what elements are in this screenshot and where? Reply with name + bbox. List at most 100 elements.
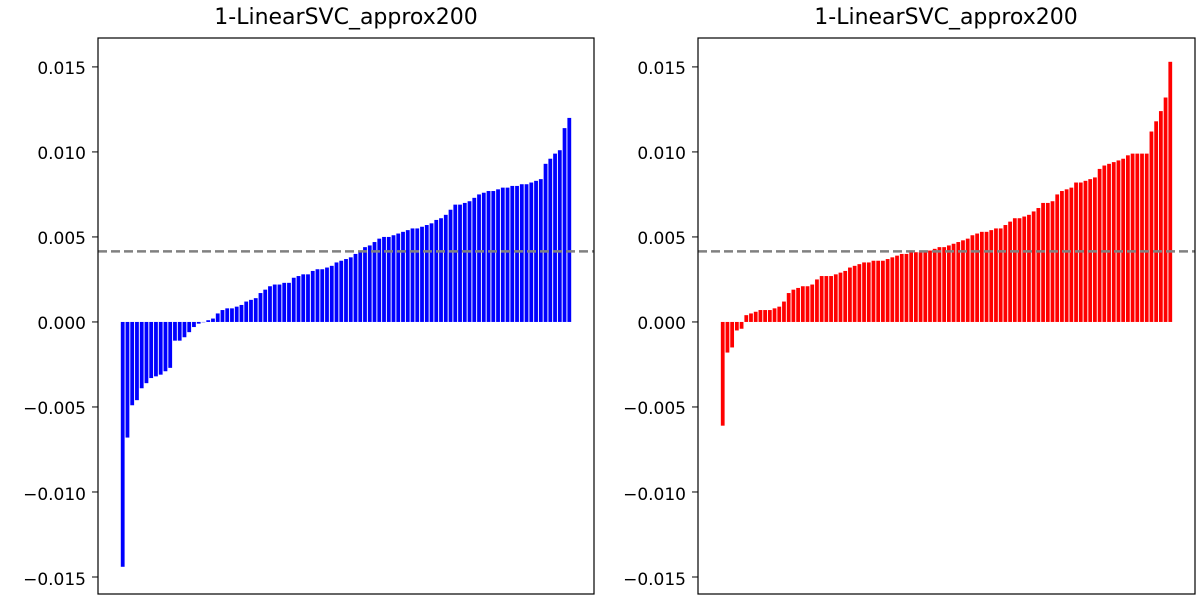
left-y-tick-label: 0.015 bbox=[37, 59, 86, 79]
left-bar bbox=[372, 242, 377, 322]
right-bar bbox=[1012, 218, 1017, 322]
right-bar bbox=[848, 267, 852, 322]
left-bar bbox=[382, 236, 386, 322]
left-bar bbox=[377, 238, 382, 322]
left-bar bbox=[177, 321, 182, 341]
right-bar bbox=[1069, 187, 1074, 322]
left-bar bbox=[467, 201, 472, 322]
right-bar bbox=[1041, 202, 1045, 322]
left-y-axis: −0.015 −0.010 −0.005 0.000 0.005 0.010 0… bbox=[23, 59, 86, 590]
right-bar bbox=[1045, 202, 1050, 322]
right-bar bbox=[918, 252, 923, 322]
left-bar bbox=[206, 320, 211, 322]
left-bar bbox=[557, 150, 562, 322]
right-bar bbox=[1064, 189, 1069, 322]
right-bar bbox=[1130, 153, 1135, 322]
left-bar bbox=[135, 321, 139, 401]
left-bar bbox=[401, 231, 405, 322]
right-bar bbox=[946, 245, 951, 322]
right-bar bbox=[857, 264, 862, 322]
left-bar bbox=[287, 282, 291, 322]
left-bar bbox=[154, 321, 158, 377]
right-bar bbox=[1154, 121, 1159, 322]
right-bar bbox=[1116, 160, 1121, 322]
right-bar bbox=[824, 276, 829, 322]
left-bar bbox=[562, 128, 567, 322]
right-bar bbox=[1097, 168, 1102, 322]
right-bar bbox=[1135, 153, 1140, 322]
left-bar bbox=[448, 209, 453, 322]
left-bar bbox=[249, 299, 253, 322]
left-bar bbox=[358, 250, 363, 322]
right-bar bbox=[1102, 165, 1107, 322]
right-bar bbox=[819, 276, 824, 322]
right-bar bbox=[796, 287, 800, 322]
left-bar bbox=[291, 277, 296, 322]
left-bar bbox=[139, 321, 144, 389]
left-bar bbox=[329, 265, 334, 322]
right-bar bbox=[895, 255, 899, 322]
left-bar bbox=[144, 321, 149, 384]
right-bar bbox=[725, 321, 730, 353]
right-bar bbox=[989, 230, 994, 322]
left-bar bbox=[491, 191, 496, 322]
right-bar bbox=[1149, 131, 1154, 322]
right-bar bbox=[913, 252, 918, 322]
right-bar bbox=[1060, 191, 1064, 322]
left-bar bbox=[505, 187, 510, 322]
right-bar bbox=[1003, 225, 1008, 322]
left-bar bbox=[163, 321, 168, 372]
right-bar bbox=[1144, 153, 1149, 322]
right-bar bbox=[1083, 180, 1088, 322]
left-bar bbox=[434, 219, 439, 322]
left-bar bbox=[367, 245, 372, 322]
left-bar bbox=[462, 202, 467, 322]
left-bar bbox=[548, 158, 553, 322]
right-bar bbox=[1031, 211, 1036, 322]
right-y-tick-label: −0.005 bbox=[623, 399, 686, 419]
left-bar bbox=[187, 321, 192, 333]
left-bar bbox=[196, 321, 201, 324]
right-bar bbox=[1017, 218, 1022, 322]
right-bar bbox=[885, 259, 890, 322]
left-bar bbox=[510, 185, 515, 322]
right-bar bbox=[1111, 162, 1116, 322]
right-bar bbox=[1168, 61, 1173, 322]
left-bar bbox=[534, 180, 538, 322]
left-bar bbox=[439, 218, 443, 322]
right-bar bbox=[852, 265, 857, 322]
left-bar bbox=[182, 321, 187, 338]
right-bar bbox=[1125, 155, 1130, 322]
left-bar bbox=[363, 247, 367, 322]
left-bar bbox=[429, 223, 434, 322]
left-bar bbox=[567, 117, 572, 322]
left-bar bbox=[244, 301, 249, 322]
left-bar bbox=[348, 257, 353, 322]
right-y-tick-label: −0.010 bbox=[623, 485, 686, 505]
right-bar bbox=[909, 252, 914, 322]
left-bar bbox=[405, 230, 410, 322]
right-bar bbox=[1050, 201, 1055, 322]
right-bar bbox=[890, 257, 895, 322]
left-bar bbox=[519, 184, 524, 322]
left-bar bbox=[272, 284, 277, 322]
left-bar bbox=[315, 269, 320, 322]
right-bar bbox=[998, 228, 1003, 322]
left-bar bbox=[481, 192, 486, 322]
left-bar bbox=[415, 228, 420, 322]
right-bar bbox=[1121, 158, 1126, 322]
right-bar bbox=[956, 242, 961, 322]
left-bar bbox=[192, 321, 196, 328]
right-bar bbox=[961, 240, 965, 322]
left-bar bbox=[524, 184, 529, 322]
left-bar bbox=[543, 163, 548, 322]
left-bar bbox=[173, 321, 177, 341]
left-bar bbox=[334, 262, 339, 322]
left-bar bbox=[301, 274, 306, 322]
right-bar bbox=[777, 306, 782, 322]
left-bar bbox=[268, 286, 272, 322]
right-bar bbox=[1163, 97, 1168, 322]
left-bar bbox=[230, 308, 234, 322]
right-bar bbox=[899, 253, 904, 322]
right-bar bbox=[866, 262, 871, 322]
